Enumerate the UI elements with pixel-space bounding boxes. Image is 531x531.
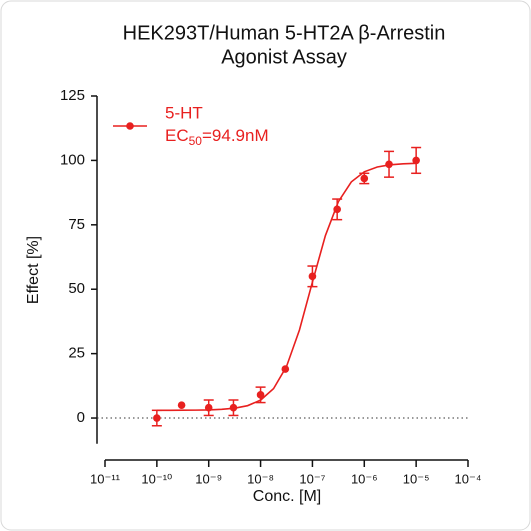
data-point <box>281 365 290 373</box>
data-point <box>204 403 213 412</box>
legend-label: 5-HT <box>165 103 203 122</box>
data-point <box>360 174 369 183</box>
x-tick-label: 10⁻¹⁰ <box>141 471 172 486</box>
data-point <box>229 403 238 412</box>
y-tick-label: 100 <box>60 151 85 168</box>
chart-title: Agonist Assay <box>221 46 347 68</box>
y-tick-label: 75 <box>68 216 85 233</box>
annotation-text: EC <box>165 126 189 145</box>
x-axis-label: Conc. [M] <box>253 488 321 505</box>
y-tick-label: 50 <box>68 280 85 297</box>
data-point <box>177 401 186 409</box>
data-point <box>308 272 317 281</box>
data-point <box>333 205 341 214</box>
x-tick-label: 10⁻⁸ <box>247 471 274 486</box>
x-tick-label: 10⁻⁹ <box>195 471 222 486</box>
legend-marker <box>126 122 134 130</box>
data-point <box>412 156 420 165</box>
x-tick-label: 10⁻¹¹ <box>90 471 121 486</box>
y-axis-label: Effect [%] <box>25 236 42 304</box>
data-point <box>385 160 393 169</box>
annotation-suffix: =94.9nM <box>202 126 269 145</box>
annotation: EC50=94.9nM <box>165 126 269 148</box>
y-tick-label: 0 <box>77 409 85 426</box>
y-tick-label: 125 <box>60 87 85 104</box>
x-tick-label: 10⁻⁴ <box>455 471 482 486</box>
data-point <box>153 414 161 422</box>
x-tick-label: 10⁻⁷ <box>299 471 325 486</box>
chart-title: HEK293T/Human 5-HT2A β-Arrestin <box>123 22 446 44</box>
annotation-subscript: 50 <box>189 134 203 148</box>
x-tick-label: 10⁻⁶ <box>351 471 378 486</box>
data-point <box>256 391 265 399</box>
y-tick-label: 25 <box>68 345 85 362</box>
x-tick-label: 10⁻⁵ <box>403 471 430 486</box>
